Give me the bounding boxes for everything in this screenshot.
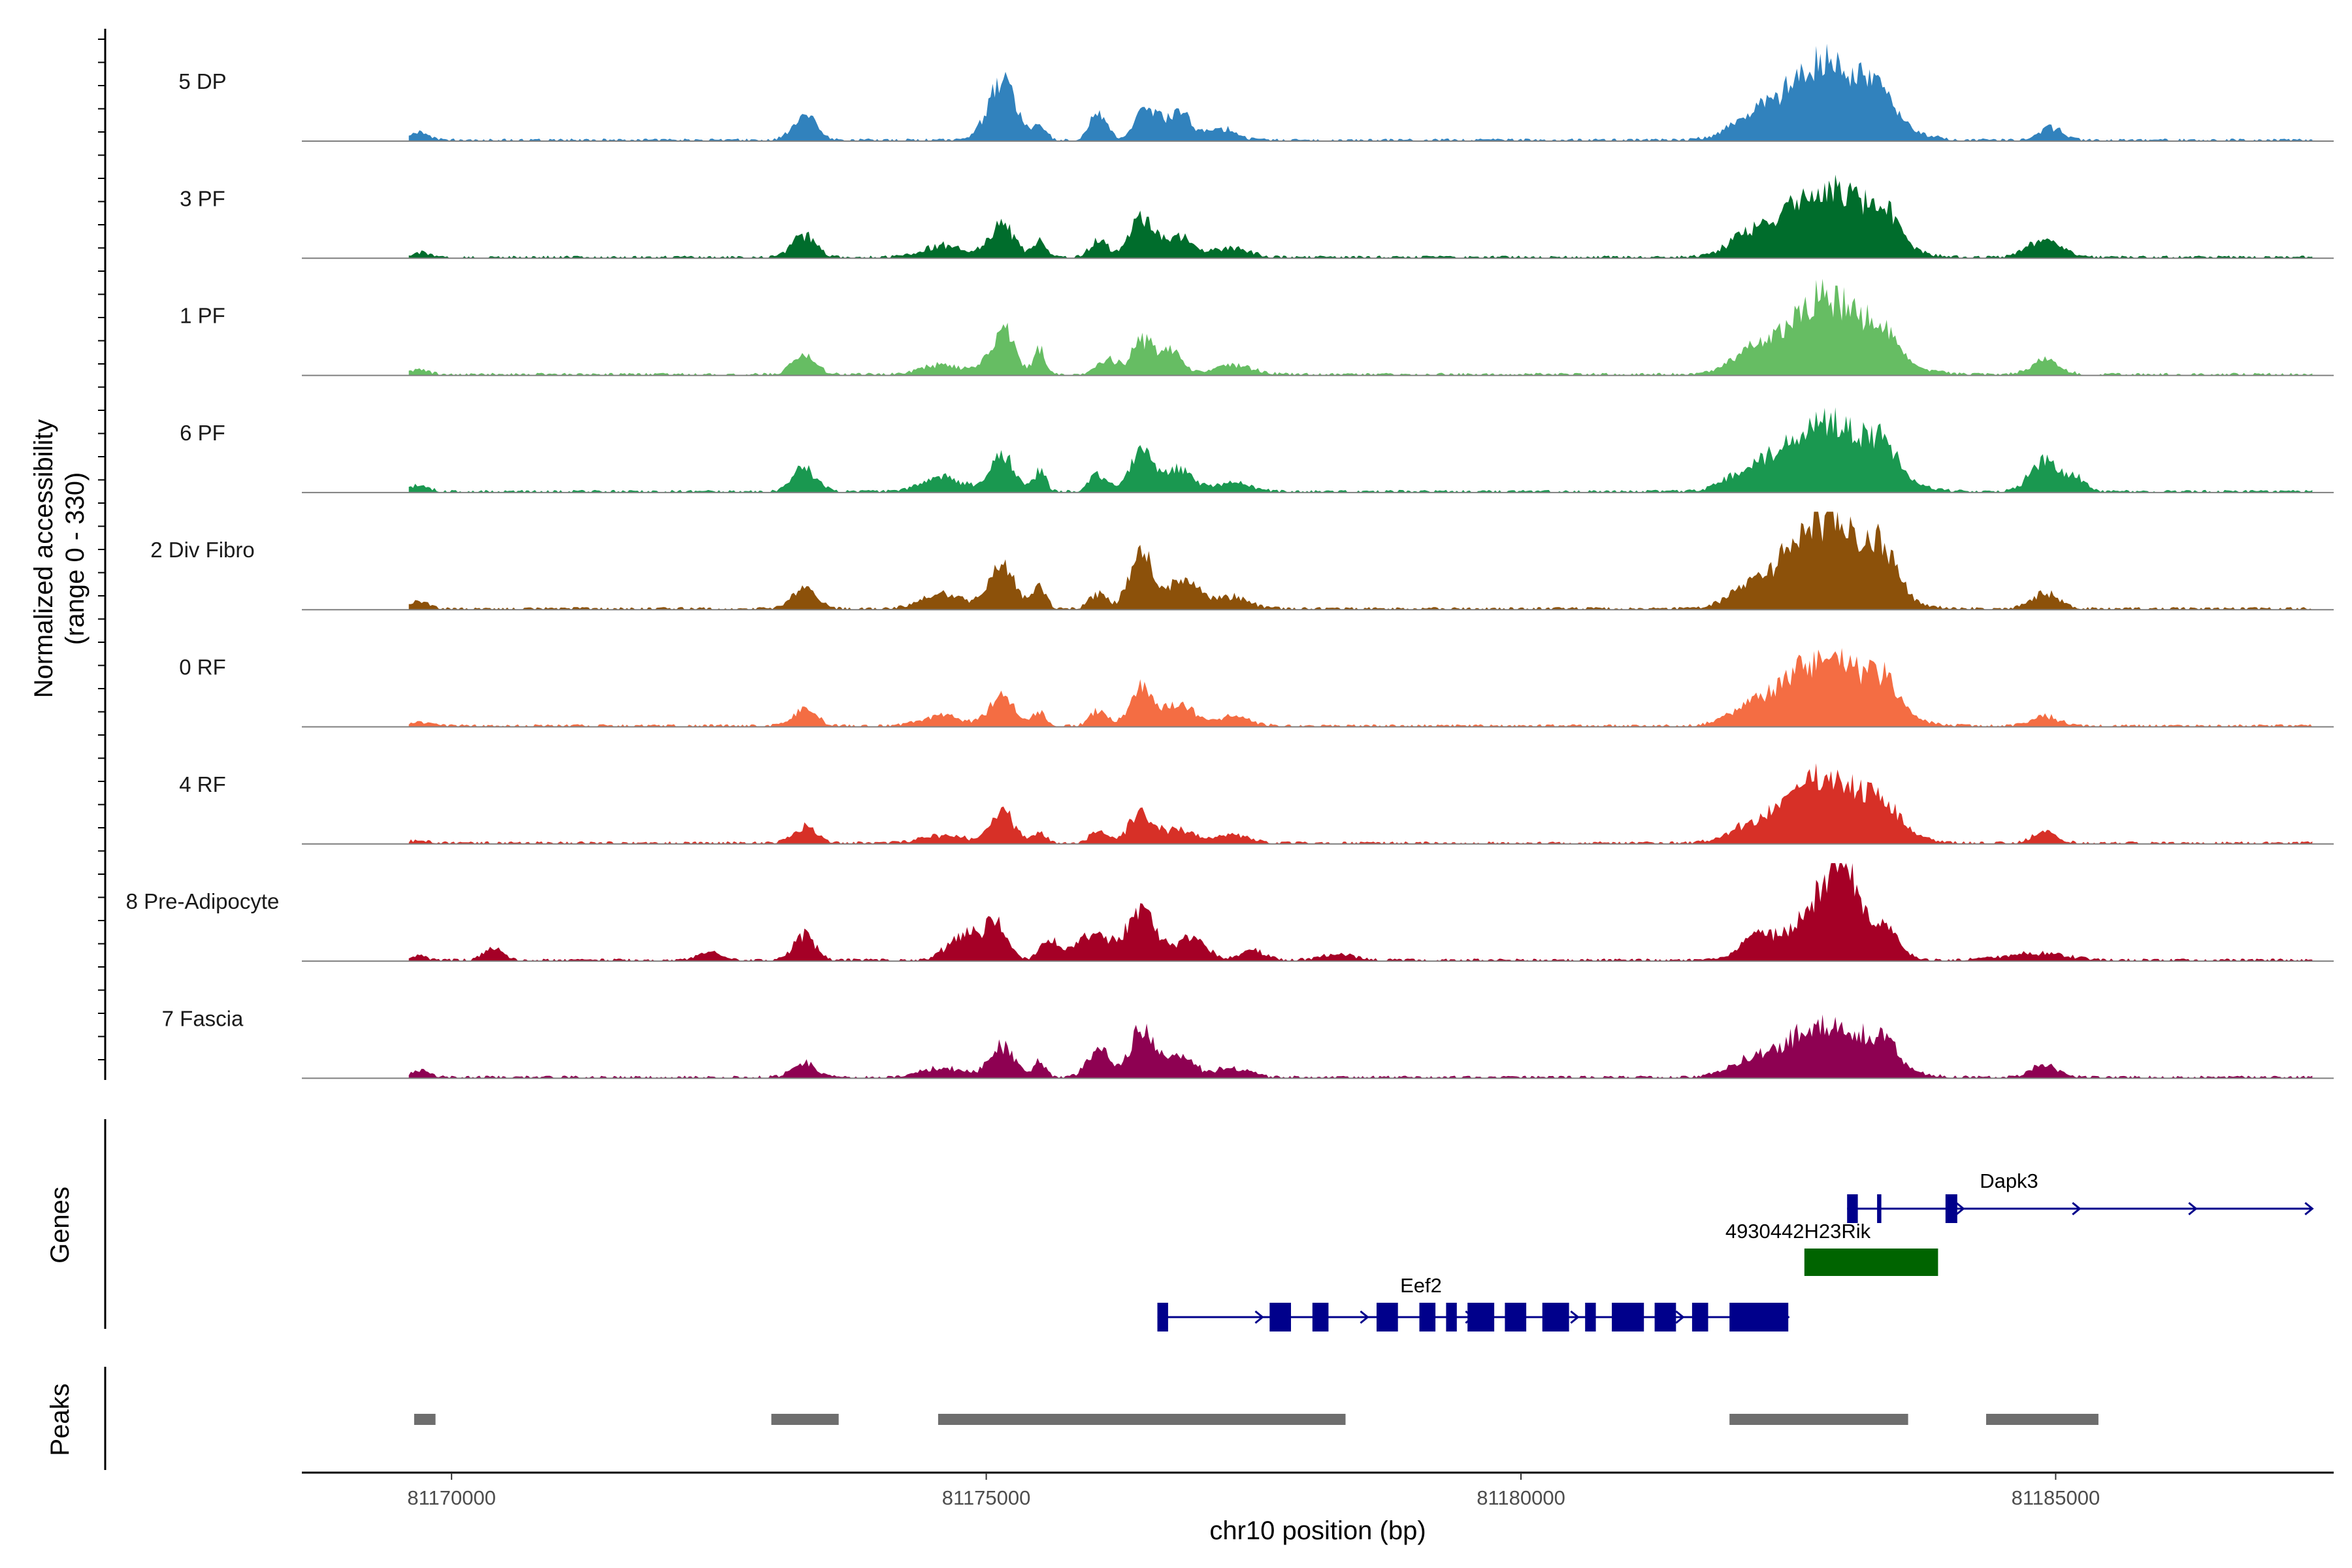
coverage-tracks: 5 DP 3 PF 1 PF 6 PF 2 Div Fibro 0 RF 4 RF 8 Pre… xyxy=(126,44,2334,1079)
peak-region xyxy=(1986,1414,2099,1425)
track-4-rf: 4 RF xyxy=(179,763,2334,845)
y-axis-title: Normalized accessibility xyxy=(29,419,58,698)
gene-exon xyxy=(1377,1303,1398,1331)
strand-arrow xyxy=(2188,1201,2198,1216)
gene-exon xyxy=(1542,1303,1569,1331)
strand-arrow xyxy=(1955,1201,1965,1216)
track-label: 1 PF xyxy=(180,304,225,328)
track-label: 0 RF xyxy=(179,655,226,679)
coverage-area xyxy=(408,863,2313,962)
coverage-area xyxy=(408,1014,2313,1079)
coverage-area xyxy=(408,512,2313,610)
peak-region xyxy=(1729,1414,1908,1425)
track-1-pf: 1 PF xyxy=(180,278,2334,376)
gene-exon xyxy=(1157,1303,1168,1331)
gene-exon xyxy=(1419,1303,1436,1331)
gene-exon xyxy=(1269,1303,1291,1331)
track-label: 8 Pre-Adipocyte xyxy=(126,889,280,913)
track-label: 6 PF xyxy=(180,421,225,445)
y-axis-subtitle: (range 0 - 330) xyxy=(61,472,90,645)
coverage-area xyxy=(408,44,2313,141)
gene-exon xyxy=(1847,1194,1858,1223)
x-tick-label: 81180000 xyxy=(1477,1486,1565,1509)
strand-arrow xyxy=(1570,1310,1580,1324)
track-label: 3 PF xyxy=(180,186,225,210)
gene-exon xyxy=(1312,1303,1329,1331)
track-0-rf: 0 RF xyxy=(179,647,2334,728)
track-8-pre-adipocyte: 8 Pre-Adipocyte xyxy=(126,863,2334,962)
x-tick-label: 81170000 xyxy=(407,1486,496,1509)
gene-exon xyxy=(1505,1303,1527,1331)
gene-exon xyxy=(1585,1303,1596,1331)
gene-label: 4930442H23Rik xyxy=(1725,1220,1871,1243)
gene-exon xyxy=(1654,1303,1676,1331)
coverage-area xyxy=(408,647,2313,727)
gene-eef2: Eef2 xyxy=(1157,1274,1790,1331)
track-3-pf: 3 PF xyxy=(180,174,2334,259)
peak-region xyxy=(938,1414,1346,1425)
coverage-area xyxy=(408,278,2313,376)
track-7-fascia: 7 Fascia xyxy=(162,1006,2334,1079)
coverage-area xyxy=(408,174,2313,259)
track-label: 7 Fascia xyxy=(162,1006,244,1030)
gene-exon xyxy=(1945,1194,1957,1223)
strand-arrow xyxy=(1254,1310,1264,1324)
coverage-y-axis-ticks xyxy=(98,39,105,1060)
genes-track-label: Genes xyxy=(46,1186,74,1264)
gene-exon xyxy=(1467,1303,1495,1331)
x-tick-label: 81175000 xyxy=(942,1486,1031,1509)
gene-exon xyxy=(1691,1303,1708,1331)
gene-label: Dapk3 xyxy=(1980,1169,2038,1192)
track-label: 4 RF xyxy=(179,772,226,796)
strand-arrow xyxy=(2304,1201,2314,1216)
genes-track: Dapk3 4930442H23Rik Eef2 xyxy=(1157,1169,2314,1331)
track-6-pf: 6 PF xyxy=(180,407,2334,493)
track-label: 2 Div Fibro xyxy=(150,538,255,562)
x-axis-ticks: 81170000 81175000 81180000 81185000 xyxy=(407,1473,2100,1509)
gene-exon xyxy=(1729,1303,1789,1331)
x-tick-label: 81185000 xyxy=(2012,1486,2100,1509)
gene-dapk3: Dapk3 xyxy=(1847,1169,2314,1223)
gene-4930442h23rik: 4930442H23Rik xyxy=(1725,1220,1938,1276)
peak-region xyxy=(414,1414,436,1425)
gene-exon xyxy=(1804,1249,1938,1276)
gene-label: Eef2 xyxy=(1400,1274,1442,1297)
coverage-area xyxy=(408,763,2313,844)
peak-region xyxy=(771,1414,839,1425)
track-2-div-fibro: 2 Div Fibro xyxy=(150,512,2334,611)
strand-arrow xyxy=(2072,1201,2082,1216)
strand-arrow xyxy=(1360,1310,1369,1324)
gene-exon xyxy=(1877,1194,1882,1223)
coverage-area xyxy=(408,407,2313,493)
x-axis-title: chr10 position (bp) xyxy=(1209,1516,1426,1545)
track-label: 5 DP xyxy=(178,69,226,93)
gene-exon xyxy=(1612,1303,1644,1331)
strand-arrow xyxy=(1675,1310,1685,1324)
track-5-dp: 5 DP xyxy=(178,44,2334,142)
peaks-track xyxy=(414,1414,2099,1425)
peaks-track-label: Peaks xyxy=(46,1383,74,1456)
gene-exon xyxy=(1446,1303,1457,1331)
